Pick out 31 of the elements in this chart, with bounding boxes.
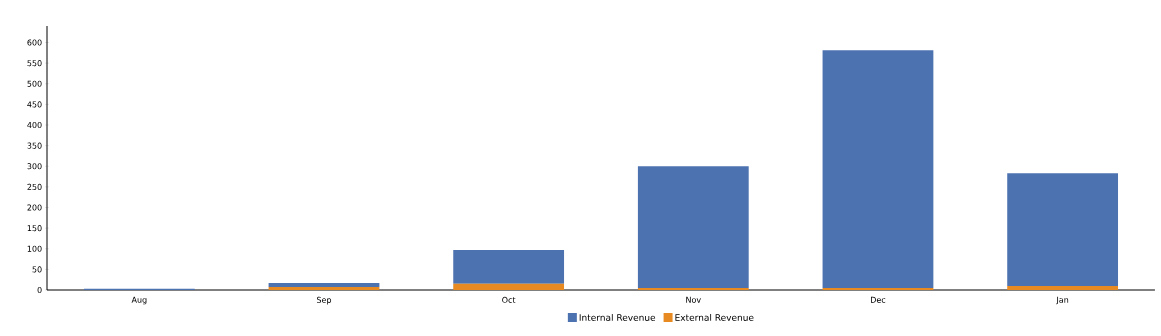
x-tick-label: Oct (502, 296, 516, 303)
y-tick-label: 500 (27, 80, 42, 87)
bar (822, 50, 934, 288)
y-tick-label: 150 (27, 225, 42, 232)
y-tick-label: 550 (27, 60, 42, 67)
bar (1007, 285, 1119, 290)
y-tick-label: 200 (27, 204, 42, 211)
bar (268, 287, 380, 290)
legend-label: Internal Revenue (579, 313, 656, 321)
x-tick-label: Aug (131, 296, 147, 305)
y-tick-label: 100 (27, 245, 42, 252)
y-tick-label: 50 (32, 266, 42, 273)
y-tick-label: 300 (27, 163, 42, 170)
bar (453, 283, 565, 290)
legend-label: External Revenue (675, 313, 754, 321)
bar (822, 287, 934, 290)
bar (637, 166, 749, 288)
bar (453, 249, 565, 284)
y-tick-label: 250 (27, 183, 42, 190)
bar (1007, 173, 1119, 286)
bar (637, 287, 749, 290)
y-tick-label: 400 (27, 121, 42, 129)
y-tick-label: 350 (27, 142, 42, 149)
y-tick-label: 450 (27, 101, 42, 108)
bar (268, 282, 380, 288)
x-tick-label: Sep (316, 296, 332, 305)
x-tick-label: Dec (871, 296, 886, 303)
y-tick-label: 600 (27, 39, 42, 46)
x-tick-label: Nov (686, 296, 701, 303)
x-tick-label: Jan (1056, 296, 1069, 305)
y-tick-label: 0 (37, 286, 42, 294)
